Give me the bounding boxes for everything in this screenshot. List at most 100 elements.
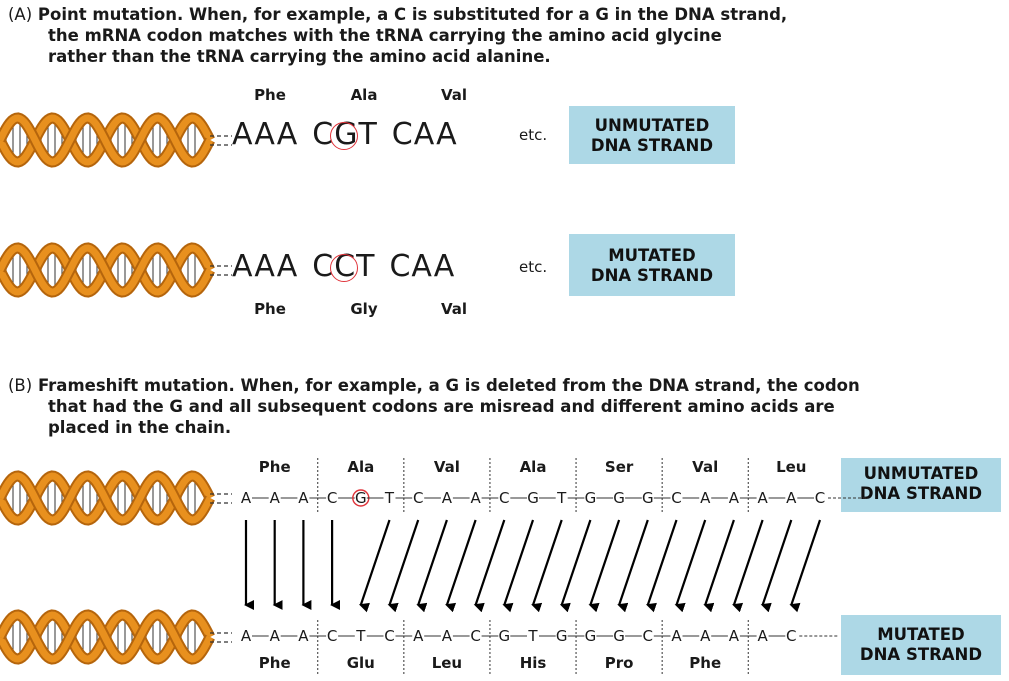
aa-label: Phe: [689, 654, 721, 672]
base: T: [358, 117, 378, 152]
mutated-b-base: A: [270, 627, 281, 645]
shift-arrow: [732, 519, 764, 613]
unmutated-b-base: C: [327, 489, 337, 507]
unmutated-b-base: A: [786, 489, 797, 507]
mutated-b-base: G: [498, 627, 510, 645]
base: C: [312, 249, 335, 284]
box-line: DNA STRAND: [859, 484, 983, 503]
codon: AAA: [232, 117, 299, 152]
shift-arrow: [703, 519, 735, 613]
mutated-b-base: A: [442, 627, 453, 645]
caption-b-line3: placed in the chain.: [48, 418, 232, 437]
unmutated-b-base: A: [700, 489, 711, 507]
shift-arrow: [559, 519, 592, 613]
unmutated-b-base: G: [642, 489, 654, 507]
aa-label: Phe: [259, 654, 291, 672]
dna-helix-mutated-b: [0, 609, 232, 665]
unmutated-b-base: A: [442, 489, 453, 507]
base: T: [356, 249, 376, 284]
box-line: UNMUTATED: [594, 116, 710, 135]
shift-arrow: [416, 519, 448, 613]
caption-b-line1: Frameshift mutation. When, for example, …: [37, 376, 860, 395]
mutated-b-base: G: [556, 627, 568, 645]
mutated-b-base: A: [729, 627, 740, 645]
shift-arrow: [760, 519, 793, 613]
unmutated-b-base: G: [613, 489, 625, 507]
mutated-b-base: A: [757, 627, 768, 645]
mutated-b-base: C: [470, 627, 480, 645]
aa-label: Ala: [347, 458, 374, 476]
box-line: MUTATED: [608, 246, 696, 265]
shift-arrow: [358, 519, 391, 613]
aa-label: His: [520, 654, 547, 672]
mutation-circle: C: [330, 250, 359, 284]
caption-b-tag: (B): [8, 376, 33, 395]
dna-helix-unmutated-a: [0, 112, 232, 168]
shift-arrow: [531, 519, 563, 613]
codon: AAA: [232, 249, 299, 284]
base: C: [312, 117, 335, 152]
mutated-b-base: C: [643, 627, 653, 645]
shift-arrow: [445, 519, 477, 613]
aa-label: Glu: [347, 654, 375, 672]
caption-b-line2: that had the G and all subsequent codons…: [48, 397, 835, 416]
shift-arrow: [502, 519, 535, 613]
unmutated-sequence-a: AAA CGT CAA: [232, 118, 458, 152]
box-line: DNA STRAND: [590, 136, 714, 155]
mutated-b-base: C: [327, 627, 337, 645]
mutated-b-base: A: [671, 627, 682, 645]
mutated-b-base: C: [786, 627, 796, 645]
mutated-sequence-a: AAA CCT CAA: [232, 250, 455, 284]
aa-label: Ala: [350, 86, 378, 104]
mutated-b-base: G: [613, 627, 625, 645]
unmutated-b-base: A: [729, 489, 740, 507]
unmutated-b-base: A: [241, 489, 252, 507]
aa-label: Phe: [254, 300, 286, 318]
shift-arrow: [473, 519, 506, 613]
etc-label: etc.: [519, 126, 548, 144]
unmutated-b-base: T: [556, 489, 567, 507]
aa-label: Val: [440, 300, 468, 318]
aa-label: Val: [692, 458, 718, 476]
mutated-b-base: A: [241, 627, 252, 645]
aa-label: Phe: [259, 458, 291, 476]
shift-arrow: [387, 519, 420, 613]
dna-helix-mutated-a: [0, 242, 232, 298]
box-line: MUTATED: [877, 625, 965, 644]
mutation-circle: G: [330, 118, 359, 152]
shift-arrow: [617, 519, 649, 613]
unmutated-box-b: UNMUTATED DNA STRAND: [841, 458, 1001, 512]
unmutated-box-a: UNMUTATED DNA STRAND: [569, 106, 735, 164]
aa-label: Leu: [776, 458, 806, 476]
caption-b: (B) Frameshift mutation. When, for examp…: [8, 376, 860, 395]
mutated-b-base: G: [585, 627, 597, 645]
mutated-box-b: MUTATED DNA STRAND: [841, 615, 1001, 675]
caption-a-line3: rather than the tRNA carrying the amino …: [48, 47, 551, 66]
unmutated-b-base: C: [413, 489, 423, 507]
box-line: DNA STRAND: [590, 266, 714, 285]
aa-label: Ala: [520, 458, 547, 476]
shift-arrow: [588, 519, 621, 613]
mutated-box-a: MUTATED DNA STRAND: [569, 234, 735, 296]
codon: CAA: [391, 117, 458, 152]
unmutated-b-base: T: [384, 489, 395, 507]
mutated-b-base: T: [527, 627, 538, 645]
box-line: UNMUTATED: [863, 464, 979, 483]
caption-a-line1: Point mutation. When, for example, a C i…: [37, 5, 788, 24]
mutated-b-base: T: [355, 627, 366, 645]
unmutated-b-base: A: [470, 489, 481, 507]
mutated-b-base: A: [413, 627, 424, 645]
codon: CAA: [389, 249, 456, 284]
etc-label: etc.: [519, 258, 548, 276]
unmutated-b-base: A: [298, 489, 309, 507]
caption-a: (A) Point mutation. When, for example, a…: [8, 5, 787, 24]
aa-label: Leu: [432, 654, 462, 672]
aa-label: Pro: [605, 654, 634, 672]
aa-label: Ser: [605, 458, 634, 476]
unmutated-b-base: C: [499, 489, 509, 507]
unmutated-b-base: C: [815, 489, 825, 507]
unmutated-b-base: G: [355, 489, 367, 507]
unmutated-b-base: G: [585, 489, 597, 507]
dna-helix-unmutated-b: [0, 470, 232, 526]
